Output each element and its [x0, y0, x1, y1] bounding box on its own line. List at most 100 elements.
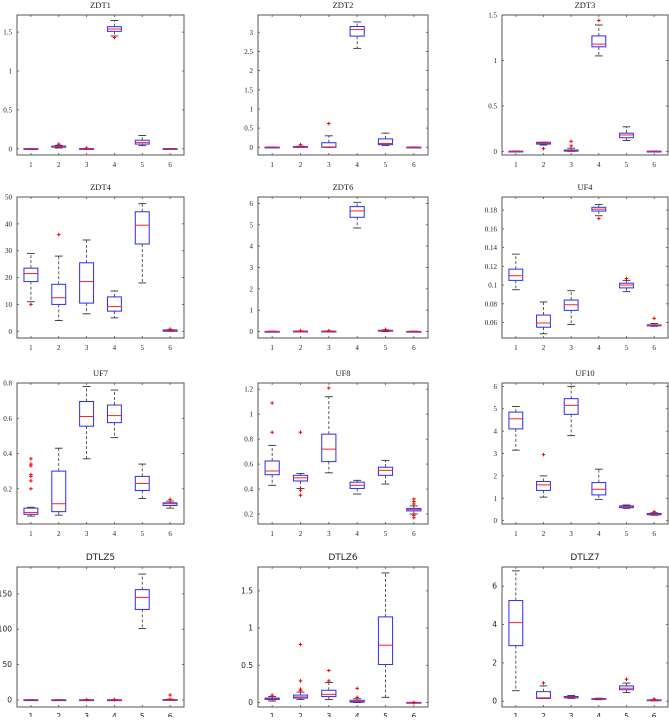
- axes-frame: [16, 14, 185, 156]
- y-tick-label: 150: [0, 589, 12, 598]
- x-tick-label: 5: [141, 344, 145, 352]
- axes-frame: [16, 382, 185, 525]
- x-tick-label: 4: [113, 344, 117, 352]
- box-5: [377, 459, 394, 485]
- x-tick-label: 2: [57, 161, 61, 169]
- y-tick-label: 0.18: [485, 207, 498, 215]
- axes-frame: [501, 196, 669, 339]
- panel-title: DTLZ5: [86, 553, 115, 563]
- axes-frame: [257, 382, 429, 525]
- y-tick-label: 0.6: [3, 415, 12, 423]
- y-tick-label: 0.2: [3, 485, 12, 493]
- x-tick-label: 1: [270, 344, 274, 352]
- box-2: [292, 328, 309, 333]
- box-5: [619, 504, 634, 509]
- box-1: [23, 456, 39, 517]
- box-3: [79, 697, 95, 702]
- axes-frame: [257, 14, 429, 156]
- panel-zdt4: ZDT4 0 10 20 30 40 50 1 2 3 4 5 6: [5, 182, 185, 352]
- y-tick-label: 0: [494, 517, 498, 525]
- box-4: [349, 21, 365, 49]
- y-tick-label: 2: [492, 658, 497, 667]
- box-4: [106, 389, 122, 439]
- box-6: [646, 316, 662, 327]
- y-tick-label: 0.5: [488, 102, 497, 110]
- x-tick-label: 3: [85, 530, 89, 538]
- y-tick-label: 0: [492, 697, 497, 706]
- x-tick-label: 5: [625, 161, 629, 169]
- x-tick-label: 5: [384, 344, 388, 352]
- box-2: [51, 232, 67, 321]
- panel-title: ZDT1: [90, 0, 111, 10]
- y-tick-label: 40: [5, 220, 13, 228]
- x-tick-label: 5: [141, 161, 145, 169]
- x-tick-label: 2: [542, 344, 546, 352]
- x-tick-label: 1: [270, 530, 274, 538]
- axes-frame: [257, 196, 429, 339]
- y-tick-label: 1: [250, 307, 254, 315]
- box-1: [264, 330, 280, 333]
- box-6: [162, 693, 178, 702]
- x-tick-label: 6: [652, 530, 656, 538]
- x-tick-label: 5: [384, 530, 388, 538]
- box-4: [349, 686, 365, 703]
- x-tick-label: 6: [412, 530, 416, 538]
- y-tick-label: 2: [250, 67, 254, 75]
- box-5: [377, 132, 394, 146]
- x-tick-label: 1: [514, 344, 518, 352]
- box-3: [79, 386, 95, 460]
- box-5: [377, 572, 394, 698]
- box-5: [134, 203, 150, 284]
- x-tick-label: 4: [355, 344, 359, 352]
- box-6: [162, 497, 178, 509]
- x-tick-label: 1: [270, 161, 274, 169]
- panel-title: ZDT6: [333, 182, 354, 192]
- x-tick-label: 2: [299, 161, 303, 169]
- x-tick-label: 4: [597, 344, 601, 352]
- box-2: [536, 141, 551, 151]
- x-tick-label: 6: [652, 344, 656, 352]
- x-tick-label: 5: [383, 712, 388, 717]
- x-tick-label: 3: [327, 344, 331, 352]
- box-6: [162, 148, 178, 150]
- x-tick-label: 2: [541, 712, 546, 717]
- box-6: [406, 146, 422, 149]
- y-tick-label: 0.16: [485, 225, 498, 233]
- y-tick-label: 0: [9, 328, 13, 336]
- box-3: [563, 695, 579, 699]
- x-tick-label: 3: [327, 530, 331, 538]
- box-4: [106, 290, 122, 319]
- box-6: [646, 697, 662, 702]
- box-3: [563, 385, 579, 437]
- y-tick-label: 0.8: [3, 380, 12, 388]
- box-6: [406, 497, 422, 520]
- box-2: [51, 142, 67, 149]
- x-tick-label: 1: [29, 530, 33, 538]
- x-tick-label: 3: [569, 712, 574, 717]
- panel-title: DTLZ7: [570, 553, 599, 563]
- x-tick-label: 2: [57, 344, 61, 352]
- box-5: [134, 463, 150, 499]
- y-tick-label: 2: [250, 285, 254, 293]
- x-tick-label: 2: [299, 344, 303, 352]
- x-tick-label: 4: [113, 530, 117, 538]
- x-tick-label: 4: [596, 712, 601, 717]
- y-tick-label: 1: [494, 495, 498, 503]
- box-2: [536, 681, 551, 699]
- y-tick-label: 5: [494, 405, 498, 413]
- box-1: [264, 146, 280, 149]
- x-tick-label: 2: [542, 530, 546, 538]
- box-3: [79, 239, 95, 315]
- x-tick-label: 4: [597, 530, 601, 538]
- x-tick-label: 1: [514, 161, 518, 169]
- panel-title: UF8: [335, 368, 350, 378]
- panel-uf10: UF10 0 1 2 3 4 5 6 1 2 3 4 5 6: [494, 368, 669, 538]
- box-3: [321, 328, 337, 333]
- box-2: [536, 452, 551, 498]
- box-1: [23, 699, 39, 702]
- x-tick-label: 6: [652, 712, 657, 717]
- box-5: [619, 126, 634, 141]
- box-5: [619, 677, 634, 694]
